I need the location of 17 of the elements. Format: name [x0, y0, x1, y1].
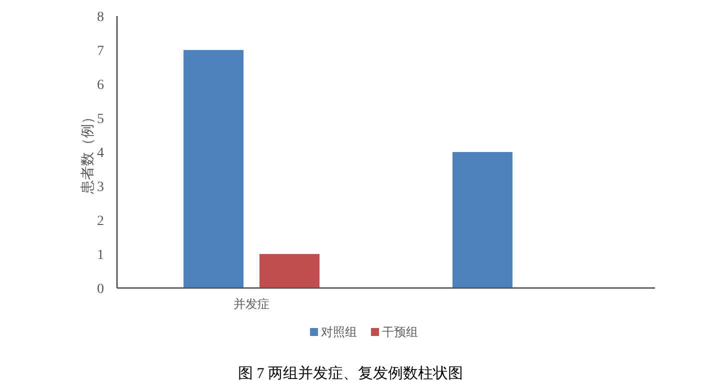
y-tick-label: 7	[97, 44, 104, 59]
y-tick-label: 8	[97, 10, 104, 25]
y-axis-title: 患者数（例）	[80, 110, 96, 195]
y-tick-label: 4	[97, 146, 104, 161]
y-tick-label: 6	[97, 78, 104, 93]
legend-label: 干预组	[382, 325, 418, 339]
bar	[184, 50, 244, 288]
y-tick-label: 0	[97, 282, 104, 297]
x-tick-label: 并发症	[234, 297, 270, 311]
bar	[260, 254, 320, 288]
legend-label: 对照组	[321, 325, 357, 339]
y-tick-label: 1	[97, 248, 104, 263]
y-tick-label: 2	[97, 214, 104, 229]
bar	[452, 152, 512, 288]
y-tick-label: 5	[97, 112, 104, 127]
text: 图 7 两组并发症、复发例数柱状图	[238, 365, 463, 382]
y-tick-label: 3	[97, 180, 104, 195]
